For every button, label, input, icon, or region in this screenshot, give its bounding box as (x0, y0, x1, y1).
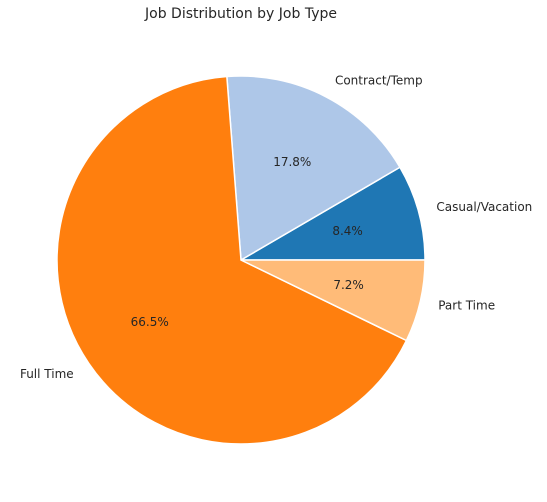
slice-percent-contract-temp: 17.8% (273, 155, 311, 169)
slice-label-full-time: Full Time (20, 367, 74, 381)
pie-slice-part-time (240, 259, 426, 342)
pie-slice-casual-vacation (240, 166, 426, 261)
pie-labels: Casual/Vacation 8.4% Contract/Temp 17.8% Ful… (20, 74, 532, 381)
pie-slices (56, 75, 426, 445)
slice-percent-part-time: 7.2% (333, 278, 364, 292)
chart-title: Job Distribution by Job Type (145, 6, 337, 22)
slice-label-contract-temp: Contract/Temp (335, 74, 423, 88)
slice-percent-full-time: 66.5% (131, 315, 169, 329)
pie-slice-full-time (56, 75, 408, 445)
slice-label-casual-vacation: Casual/Vacation (436, 200, 532, 214)
slice-percent-casual-vacation: 8.4% (332, 224, 363, 238)
pie-slice-contract-temp (226, 75, 401, 261)
slice-label-part-time: Part Time (438, 298, 495, 312)
